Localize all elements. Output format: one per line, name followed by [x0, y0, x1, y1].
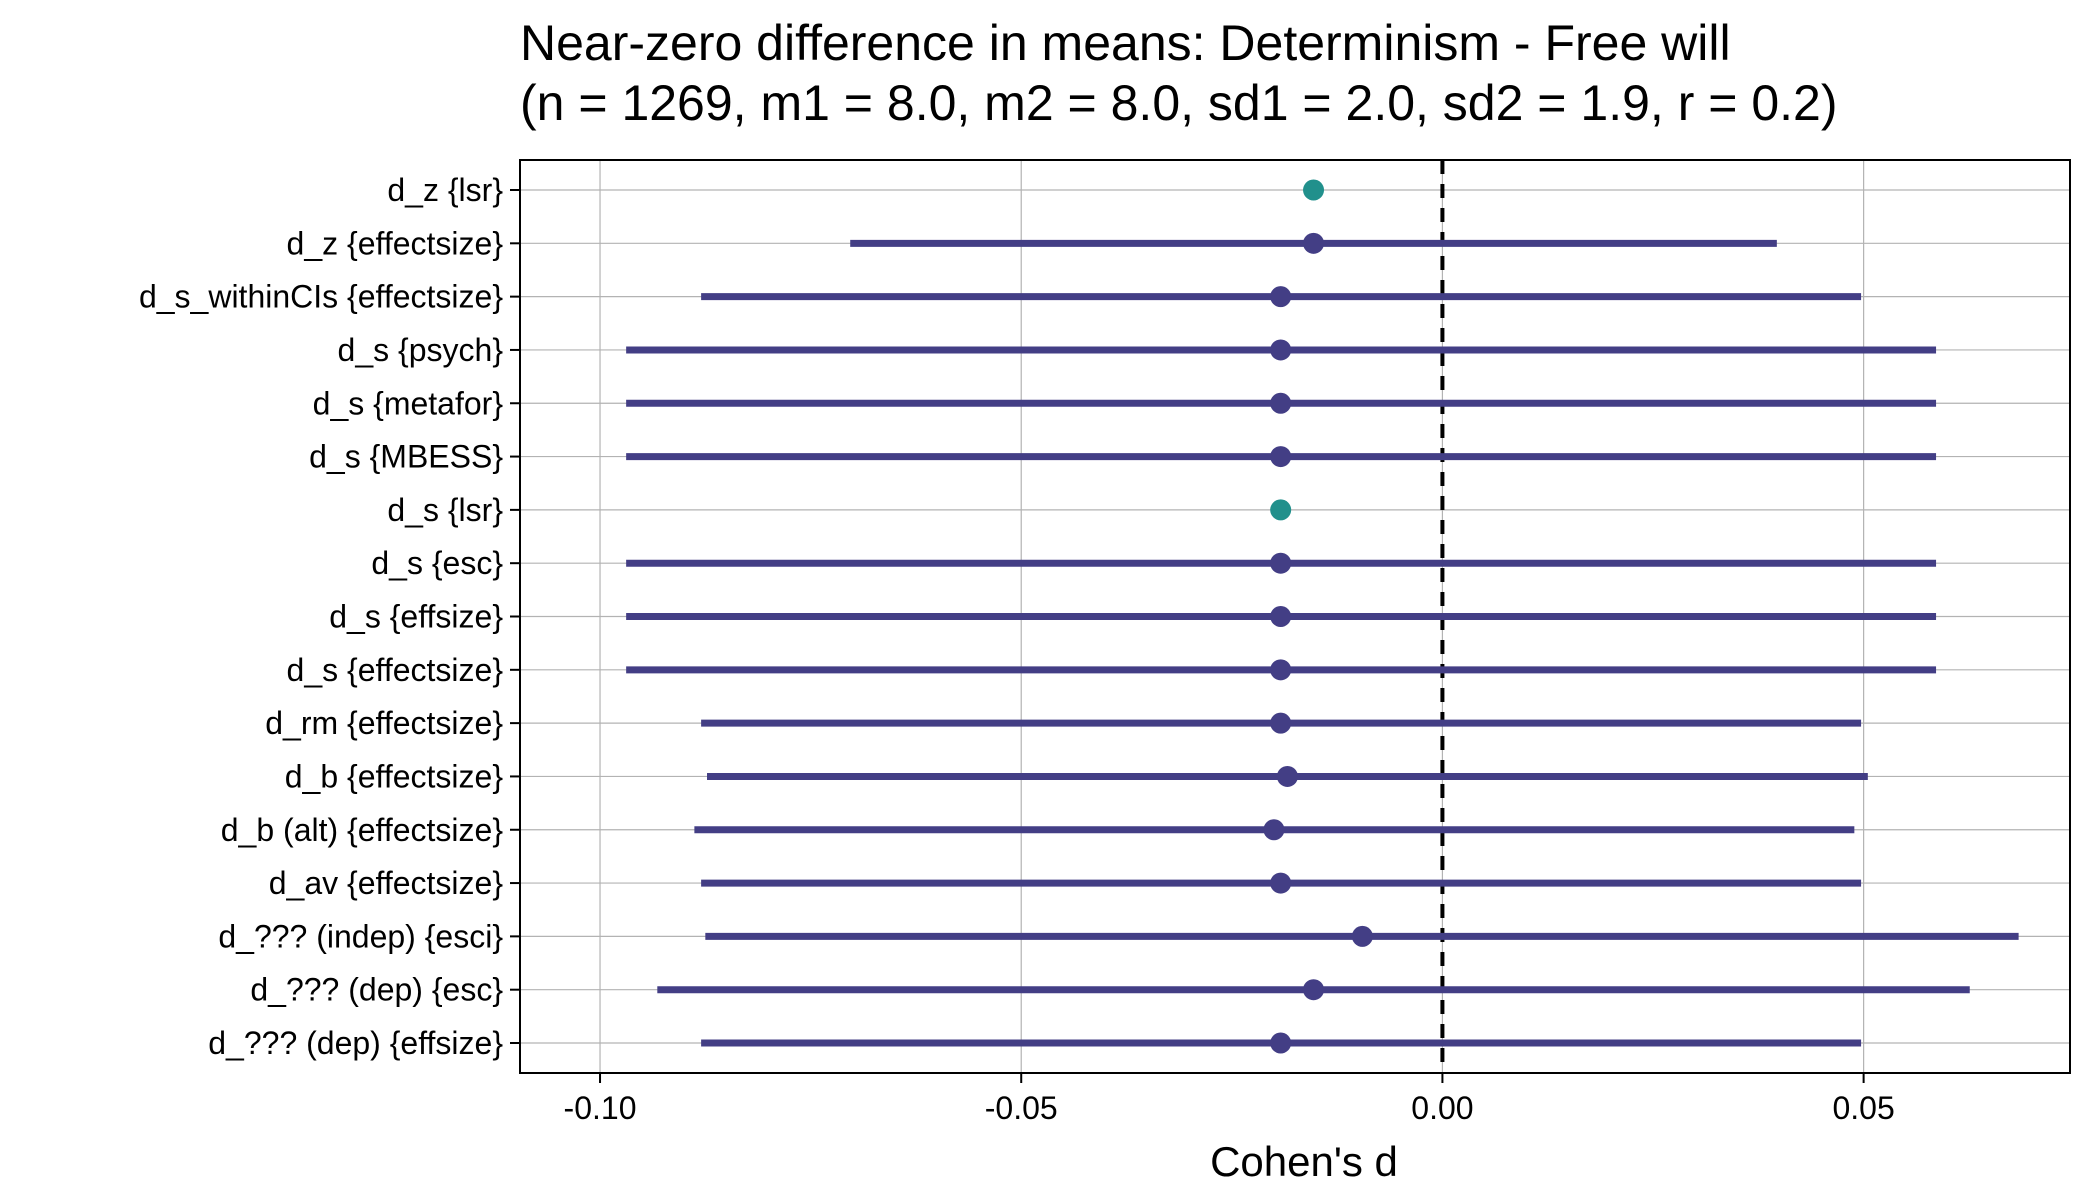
- x-axis: -0.10 -0.05 0.00 0.05: [564, 1073, 1895, 1126]
- y-tick-label: d_s {effsize}: [329, 599, 503, 635]
- estimate-point: [1270, 499, 1292, 521]
- y-tick-label: d_rm {effectsize}: [265, 705, 503, 741]
- estimate-point: [1270, 712, 1292, 734]
- plot-marks: [626, 179, 2019, 1054]
- y-tick-label: d_??? (dep) {esc}: [250, 972, 503, 1008]
- x-tick-label: -0.05: [985, 1090, 1058, 1126]
- x-tick-label: -0.10: [564, 1090, 637, 1126]
- estimate-point: [1270, 446, 1292, 468]
- y-tick-label: d_b (alt) {effectsize}: [221, 812, 504, 848]
- estimate-point: [1270, 872, 1292, 894]
- y-tick-label: d_??? (indep) {esci}: [218, 918, 503, 954]
- estimate-point: [1263, 819, 1285, 841]
- y-tick-label: d_s {metafor}: [313, 385, 504, 421]
- y-tick-label: d_s {MBESS}: [309, 439, 503, 475]
- estimate-point: [1303, 232, 1325, 254]
- y-tick-label: d_b {effectsize}: [285, 758, 504, 794]
- chart-title: Near-zero difference in means: Determini…: [520, 15, 1731, 71]
- estimate-point: [1270, 339, 1292, 361]
- estimate-point: [1270, 392, 1292, 414]
- estimate-point: [1270, 606, 1292, 627]
- estimate-point: [1303, 179, 1325, 201]
- y-tick-label: d_s_withinCIs {effectsize}: [139, 279, 503, 315]
- estimate-point: [1351, 925, 1373, 947]
- y-tick-label: d_s {effectsize}: [287, 652, 504, 688]
- y-tick-label: d_s {psych}: [338, 332, 504, 368]
- chart-subtitle: (n = 1269, m1 = 8.0, m2 = 8.0, sd1 = 2.0…: [520, 75, 1837, 131]
- x-tick-label: 0.05: [1832, 1090, 1894, 1126]
- x-tick-label: 0.00: [1411, 1090, 1473, 1126]
- estimate-point: [1270, 552, 1292, 574]
- y-tick-label: d_s {lsr}: [387, 492, 503, 528]
- estimate-point: [1303, 979, 1325, 1001]
- estimate-point: [1276, 765, 1298, 787]
- estimate-point: [1270, 659, 1292, 681]
- y-axis: d_z {lsr} d_z {effectsize} d_s_withinCIs {…: [139, 172, 520, 1061]
- x-axis-title: Cohen's d: [1210, 1138, 1398, 1185]
- y-tick-label: d_av {effectsize}: [269, 865, 504, 901]
- y-tick-label: d_z {lsr}: [387, 172, 503, 208]
- y-tick-label: d_??? (dep) {effsize}: [208, 1025, 503, 1061]
- estimate-point: [1270, 286, 1292, 308]
- y-tick-label: d_z {effectsize}: [287, 225, 504, 261]
- estimate-point: [1270, 1032, 1292, 1054]
- y-tick-label: d_s {esc}: [371, 545, 503, 581]
